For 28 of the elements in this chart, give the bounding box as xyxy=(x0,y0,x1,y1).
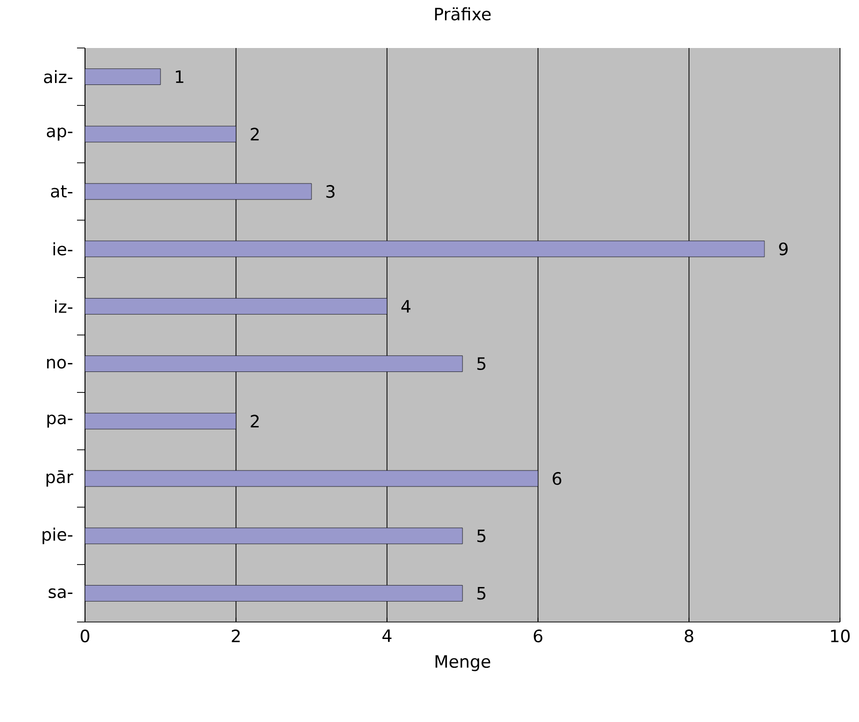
x-tick-label: 10 xyxy=(831,630,850,642)
y-tick-label: sa- xyxy=(48,588,72,598)
y-tick-label: aiz- xyxy=(44,70,72,84)
y-tick-label: pie- xyxy=(42,528,72,544)
data-label: 1 xyxy=(176,70,184,83)
data-label: 4 xyxy=(401,300,410,312)
y-tick-label: no- xyxy=(47,358,72,369)
x-tick-label: 4 xyxy=(382,630,392,642)
y-tick-label: pār xyxy=(46,470,74,487)
x-tick-label: 0 xyxy=(80,630,90,642)
data-label: 2 xyxy=(250,414,259,428)
data-label: 9 xyxy=(779,242,788,256)
x-tick-label: 2 xyxy=(232,630,240,642)
data-label: 6 xyxy=(552,472,562,485)
data-label: 5 xyxy=(477,357,486,370)
y-tick-label: ie- xyxy=(53,242,72,256)
y-tick-label: iz- xyxy=(55,300,72,313)
x-axis-title: Menge xyxy=(436,655,490,672)
y-tick-label: ap- xyxy=(46,128,72,141)
x-tick-label: 8 xyxy=(684,630,694,642)
data-label: 2 xyxy=(250,128,259,140)
data-label: 5 xyxy=(477,530,486,542)
data-label: 3 xyxy=(326,185,334,198)
chart-title: Präfixe xyxy=(435,7,491,20)
x-tick-label: 6 xyxy=(534,630,542,642)
data-label: 5 xyxy=(477,586,486,600)
y-tick-label: at- xyxy=(51,185,72,198)
y-tick-label: pa- xyxy=(47,414,72,428)
